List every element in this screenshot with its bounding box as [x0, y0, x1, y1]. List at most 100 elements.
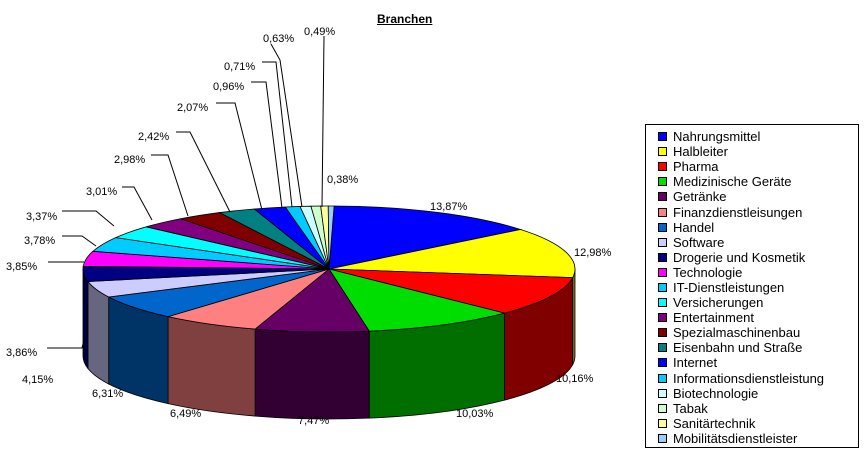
- leader-line-10: [62, 235, 97, 247]
- legend-label: Pharma: [673, 159, 719, 175]
- pie-side-4: [254, 328, 370, 420]
- legend-item: Getränke: [658, 189, 858, 204]
- legend-item: Handel: [658, 220, 858, 235]
- data-label-2: 10,16%: [556, 373, 594, 385]
- data-label-17: 0,71%: [224, 61, 255, 73]
- legend-swatch: [658, 177, 667, 187]
- leader-line-12: [122, 186, 153, 221]
- legend-item: Sanitärtechnik: [658, 416, 858, 431]
- legend-item: Finanzdienstleisungen: [658, 204, 858, 220]
- pie-side-7: [87, 280, 110, 385]
- legend-label: Finanzdienstleisungen: [673, 204, 803, 220]
- legend-label: Tabak: [673, 400, 708, 416]
- legend-item: Entertainment: [658, 310, 858, 325]
- legend-swatch: [658, 358, 667, 368]
- pie-slice-3: [328, 268, 505, 332]
- legend-item: Informationsdienstleistung: [658, 371, 858, 386]
- legend-item: Biotechnologie: [658, 386, 858, 401]
- legend-label: Medizinische Geräte: [673, 174, 792, 190]
- legend-label: Getränke: [673, 189, 727, 205]
- legend-item: Drogerie und Kosmetik: [658, 250, 858, 265]
- leader-line-8: [47, 339, 85, 349]
- legend-swatch: [658, 267, 667, 277]
- legend-swatch: [658, 252, 667, 262]
- legend-swatch: [658, 147, 667, 157]
- legend-label: Handel: [673, 219, 715, 235]
- legend-swatch: [658, 132, 667, 142]
- legend-label: IT-Dienstleistungen: [673, 279, 785, 295]
- data-label-15: 2,07%: [177, 102, 208, 114]
- legend-item: Nahrungsmittel: [658, 129, 858, 144]
- legend-swatch: [658, 418, 667, 428]
- pie-slice-1: [328, 229, 576, 279]
- data-label-16: 0,96%: [213, 81, 244, 93]
- legend-label: Drogerie und Kosmetik: [673, 249, 806, 265]
- leader-line-16: [251, 81, 283, 209]
- data-label-13: 2,98%: [114, 154, 145, 166]
- leader-line-13: [151, 154, 189, 217]
- pie-slice-20: [327, 205, 335, 270]
- legend-label: Biotechnologie: [673, 385, 759, 401]
- legend-label: Sanitärtechnik: [673, 415, 756, 431]
- legend-swatch: [658, 313, 667, 323]
- legend-item: Halbleiter: [658, 144, 858, 159]
- legend-item: Spezialmaschinenbau: [658, 325, 858, 340]
- legend-label: Mobilitätsdienstleister: [673, 430, 798, 446]
- chart-legend: Nahrungsmittel Halbleiter Pharma Medizinisc…: [645, 124, 859, 448]
- data-label-6: 6,31%: [92, 388, 123, 400]
- legend-swatch: [658, 343, 667, 353]
- legend-label: Eisenbahn und Straße: [673, 340, 803, 356]
- leader-line-19: [321, 35, 325, 208]
- legend-item: IT-Dienstleistungen: [658, 280, 858, 295]
- legend-swatch: [658, 433, 667, 443]
- legend-item: Technologie: [658, 265, 858, 280]
- legend-label: Technologie: [673, 264, 743, 280]
- data-label-5: 6,49%: [170, 408, 201, 420]
- legend-item: Versicherungen: [658, 295, 858, 310]
- legend-item: Pharma: [658, 159, 858, 174]
- data-label-7: 4,15%: [22, 374, 53, 386]
- leader-line-14: [176, 131, 231, 213]
- pie-side-8: [82, 268, 89, 370]
- legend-label: Internet: [673, 355, 718, 371]
- legend-label: Entertainment: [673, 310, 754, 326]
- data-label-11: 3,37%: [26, 211, 57, 223]
- data-label-4: 7,47%: [298, 415, 329, 427]
- legend-swatch: [658, 298, 667, 308]
- legend-swatch: [658, 388, 667, 398]
- data-label-10: 3,78%: [24, 235, 55, 247]
- data-label-0: 13,87%: [430, 201, 468, 213]
- legend-swatch: [658, 162, 667, 172]
- legend-label: Nahrungsmittel: [673, 129, 761, 145]
- legend-label: Informationsdienstleistung: [673, 370, 825, 386]
- leader-line-18: [270, 43, 303, 208]
- pie-slice-0: [328, 205, 523, 270]
- legend-swatch: [658, 207, 667, 217]
- data-label-8: 3,86%: [6, 347, 37, 359]
- legend-label: Halbleiter: [673, 144, 728, 160]
- legend-item: Eisenbahn und Straße: [658, 340, 858, 355]
- pie-slice-4: [254, 268, 370, 333]
- pie-slice-2: [328, 268, 574, 314]
- pie-side-5: [167, 316, 256, 417]
- chart-title: Branchen: [377, 12, 433, 26]
- legend-swatch: [658, 237, 667, 247]
- legend-label: Software: [673, 234, 725, 250]
- legend-label: Versicherungen: [673, 295, 764, 311]
- legend-swatch: [658, 222, 667, 232]
- leader-line-15: [216, 102, 263, 211]
- legend-swatch: [658, 282, 667, 292]
- data-label-14: 2,42%: [138, 131, 169, 143]
- data-label-3: 10,03%: [456, 408, 494, 420]
- data-label-1: 12,98%: [574, 247, 612, 259]
- data-label-18: 0,63%: [263, 33, 294, 45]
- legend-item: Medizinische Geräte: [658, 174, 858, 189]
- legend-swatch: [658, 403, 667, 413]
- legend-item: Tabak: [658, 401, 858, 416]
- data-label-19: 0,49%: [304, 26, 335, 38]
- legend-label: Spezialmaschinenbau: [673, 325, 801, 341]
- data-label-20: 0,38%: [327, 174, 358, 186]
- legend-swatch: [658, 373, 667, 383]
- legend-item: Software: [658, 235, 858, 250]
